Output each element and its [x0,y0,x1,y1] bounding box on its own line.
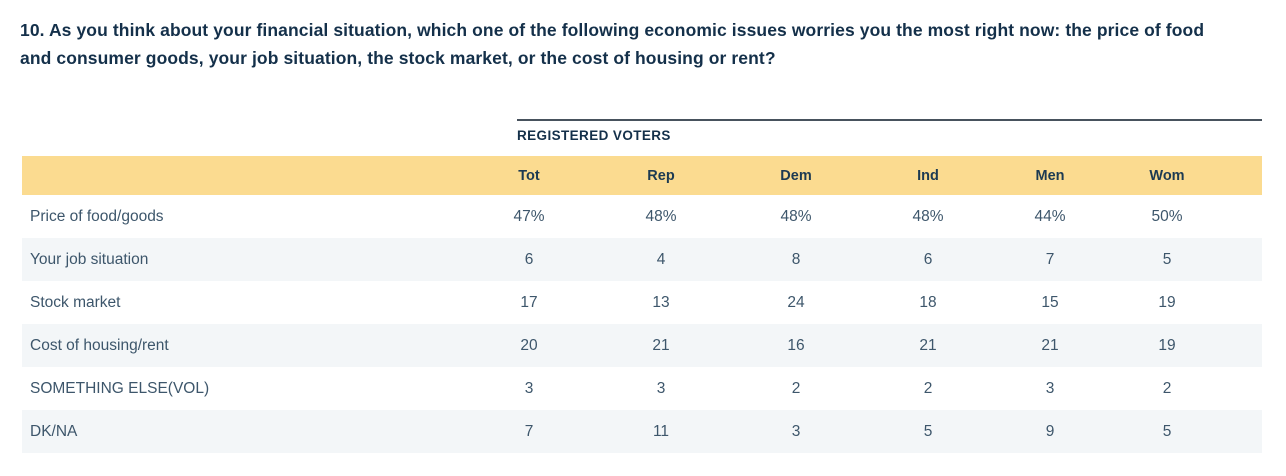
row-label: Your job situation [30,250,149,268]
value-cell: 48% [780,207,812,225]
column-header-tot: Tot [518,167,540,184]
value-cell: 19 [1158,293,1176,311]
value-cell: 2 [923,379,933,397]
row-label: DK/NA [30,422,78,440]
value-cell: 3 [524,379,534,397]
value-cell: 3 [791,422,801,440]
value-cell: 16 [787,336,805,354]
value-cell: 3 [656,379,666,397]
column-header-ind: Ind [917,167,939,184]
value-cell: 3 [1045,379,1055,397]
value-cell: 7 [524,422,534,440]
value-cell: 7 [1045,250,1055,268]
value-cell: 8 [791,250,801,268]
column-header-dem: Dem [780,167,812,184]
column-header-wom: Wom [1149,167,1185,184]
value-cell: 44% [1034,207,1066,225]
table-row: Cost of housing/rent 20 21 16 21 21 19 [22,324,1262,367]
value-cell: 50% [1151,207,1183,225]
table-row: SOMETHING ELSE(VOL) 3 3 2 2 3 2 [22,367,1262,410]
value-cell: 21 [652,336,670,354]
row-label: Price of food/goods [30,207,164,225]
value-cell: 2 [791,379,801,397]
value-cell: 15 [1041,293,1059,311]
table-header-row: Tot Rep Dem Ind Men Wom [22,156,1262,195]
value-cell: 5 [1162,422,1172,440]
value-cell: 2 [1162,379,1172,397]
table-row: Your job situation 6 4 8 6 7 5 [22,238,1262,281]
row-label: Cost of housing/rent [30,336,169,354]
table-row: DK/NA 7 11 3 5 9 5 [22,410,1262,453]
value-cell: 5 [923,422,933,440]
value-cell: 13 [652,293,670,311]
value-cell: 6 [524,250,534,268]
question-text: 10. As you think about your financial si… [20,20,1205,68]
value-cell: 9 [1045,422,1055,440]
table-row: Stock market 17 13 24 18 15 19 [22,281,1262,324]
value-cell: 5 [1162,250,1172,268]
value-cell: 20 [520,336,538,354]
registered-voters-rule: REGISTERED VOTERS [517,119,1262,143]
row-label: Stock market [30,293,121,311]
row-label: SOMETHING ELSE(VOL) [30,379,210,397]
column-header-men: Men [1035,167,1065,184]
value-cell: 18 [919,293,937,311]
table-row: Price of food/goods 47% 48% 48% 48% 44% … [22,195,1262,238]
value-cell: 11 [652,422,670,440]
registered-voters-label: REGISTERED VOTERS [517,128,671,143]
column-header-rep: Rep [647,167,675,184]
value-cell: 48% [645,207,677,225]
value-cell: 19 [1158,336,1176,354]
value-cell: 24 [787,293,805,311]
value-cell: 21 [1041,336,1059,354]
value-cell: 21 [919,336,937,354]
value-cell: 17 [520,293,538,311]
results-table: Tot Rep Dem Ind Men Wom Price of food/go… [22,156,1262,453]
value-cell: 48% [912,207,944,225]
value-cell: 47% [513,207,545,225]
value-cell: 4 [656,250,666,268]
value-cell: 6 [923,250,933,268]
